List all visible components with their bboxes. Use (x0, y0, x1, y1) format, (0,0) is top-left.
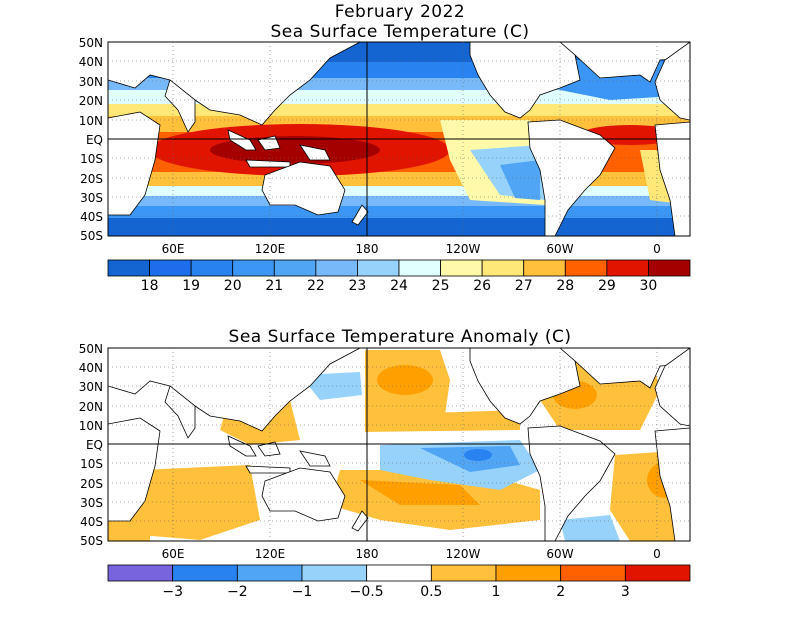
lat-label: 30N (79, 380, 103, 394)
colorbar-label: −1 (292, 584, 313, 600)
anomaly-colorbar (107, 564, 691, 582)
lat-label: 40N (79, 361, 103, 375)
colorbar-swatch (481, 259, 525, 277)
lat-label: EQ (86, 133, 103, 147)
colorbar-swatch (430, 564, 497, 582)
colorbar-label: 21 (265, 278, 283, 294)
anomaly-panel-title: Sea Surface Temperature Anomaly (C) (228, 327, 572, 347)
anomaly-lat-labels: 50N 40N 30N 20N 10N EQ 10S 20S 30S 40S 5… (79, 342, 103, 548)
colorbar-label: 0.5 (420, 584, 442, 600)
colorbar-label: 22 (307, 278, 325, 294)
colorbar-swatch (624, 564, 691, 582)
anomaly-map-frame (107, 347, 691, 542)
lat-label: 50N (79, 342, 103, 356)
colorbar-swatch (236, 564, 303, 582)
colorbar-label: 1 (492, 584, 501, 600)
colorbar-swatch (273, 259, 317, 277)
lon-label: 180 (356, 547, 379, 561)
lat-label: 40N (79, 55, 103, 69)
colorbar-swatch (149, 259, 192, 277)
lat-label: EQ (86, 438, 103, 452)
anomaly-colorbar-labels: −3 −2 −1 −0.5 0.5 1 2 3 (162, 584, 629, 600)
colorbar-label: 25 (432, 278, 450, 294)
sst-colorbar (107, 259, 691, 277)
lat-label: 20S (80, 477, 103, 491)
lat-label: 30S (80, 496, 103, 510)
figure-title: February 2022 (334, 2, 466, 22)
lon-label: 120W (446, 242, 481, 256)
sst-panel-title: Sea Surface Temperature (C) (270, 22, 530, 42)
colorbar-label: −3 (162, 584, 183, 600)
colorbar-label: 23 (349, 278, 367, 294)
colorbar-label: −0.5 (350, 584, 384, 600)
anomaly-lon-labels: 60E 120E 180 120W 60W 0 (162, 547, 661, 561)
lat-label: 20S (80, 172, 103, 186)
lat-label: 30S (80, 191, 103, 205)
colorbar-swatch (398, 259, 441, 277)
colorbar-label: 3 (621, 584, 630, 600)
lat-label: 10S (80, 457, 103, 471)
colorbar-swatch (564, 259, 608, 277)
colorbar-label: 2 (556, 584, 565, 600)
colorbar-swatch (366, 564, 432, 582)
lat-label: 40S (80, 210, 103, 224)
colorbar-swatch (357, 259, 400, 277)
lat-label: 10N (79, 419, 103, 433)
lon-label: 60E (162, 547, 185, 561)
colorbar-label: 29 (598, 278, 616, 294)
colorbar-swatch (606, 259, 649, 277)
colorbar-swatch (190, 259, 234, 277)
colorbar-label: 19 (182, 278, 200, 294)
colorbar-swatch (495, 564, 562, 582)
lon-label: 120E (255, 547, 286, 561)
colorbar-swatch (301, 564, 368, 582)
sst-lat-labels: 50N 40N 30N 20N 10N EQ 10S 20S 30S 40S 5… (79, 36, 103, 243)
colorbar-label: 27 (515, 278, 533, 294)
colorbar-swatch (648, 259, 691, 277)
lat-label: 50S (80, 229, 103, 243)
colorbar-swatch (315, 259, 358, 277)
lon-label: 0 (653, 242, 661, 256)
colorbar-swatch (172, 564, 238, 582)
sst-lon-labels: 60E 120E 180 120W 60W 0 (162, 242, 661, 256)
lat-label: 20N (79, 400, 103, 414)
colorbar-label: −2 (227, 584, 248, 600)
colorbar-label: 24 (390, 278, 408, 294)
colorbar-swatch (107, 564, 174, 582)
colorbar-label: 30 (640, 278, 658, 294)
lat-label: 50S (80, 534, 103, 548)
colorbar-label: 20 (224, 278, 242, 294)
colorbar-swatch (232, 259, 275, 277)
lon-label: 60W (546, 242, 573, 256)
colorbar-swatch (440, 259, 483, 277)
colorbar-label: 28 (556, 278, 574, 294)
lat-label: 10N (79, 114, 103, 128)
lat-label: 30N (79, 75, 103, 89)
lon-label: 180 (356, 242, 379, 256)
lat-label: 40S (80, 515, 103, 529)
lon-label: 0 (653, 547, 661, 561)
lon-label: 120W (446, 547, 481, 561)
lon-label: 120E (255, 242, 286, 256)
lat-label: 50N (79, 36, 103, 50)
lat-label: 20N (79, 94, 103, 108)
lat-label: 10S (80, 152, 103, 166)
sst-map-frame (107, 41, 691, 237)
sst-colorbar-labels: 18 19 20 21 22 23 24 25 26 27 28 29 30 (141, 278, 658, 294)
colorbar-swatch (523, 259, 566, 277)
colorbar-swatch (560, 564, 626, 582)
colorbar-label: 26 (473, 278, 491, 294)
colorbar-swatch (107, 259, 150, 277)
colorbar-label: 18 (141, 278, 159, 294)
lon-label: 60E (162, 242, 185, 256)
lon-label: 60W (546, 547, 573, 561)
